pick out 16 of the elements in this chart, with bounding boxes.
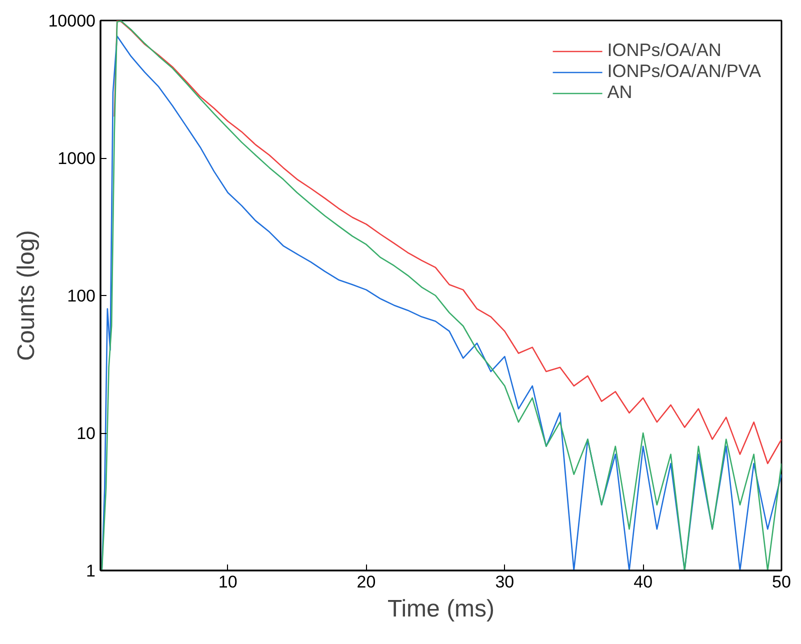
x-tick-label: 10 <box>218 572 238 592</box>
y-axis-title: Counts (log) <box>13 230 40 361</box>
x-tick-label: 50 <box>772 572 791 592</box>
x-tick-label: 40 <box>634 572 653 592</box>
y-tick-label: 10 <box>76 424 96 443</box>
legend-label: AN <box>607 82 632 103</box>
legend-label: IONPs/OA/AN <box>607 40 722 61</box>
x-tick-label: 30 <box>495 572 514 592</box>
x-axis-title: Time (ms) <box>387 596 495 622</box>
y-tick-label: 10000 <box>48 12 96 30</box>
y-tick-label: 1 <box>86 562 96 580</box>
line-series <box>114 20 782 464</box>
y-tick-label: 100 <box>67 286 96 306</box>
legend-label: IONPs/OA/AN/PVA <box>607 61 761 82</box>
x-tick-label: 20 <box>356 572 376 592</box>
y-tick-label: 1000 <box>58 149 96 168</box>
